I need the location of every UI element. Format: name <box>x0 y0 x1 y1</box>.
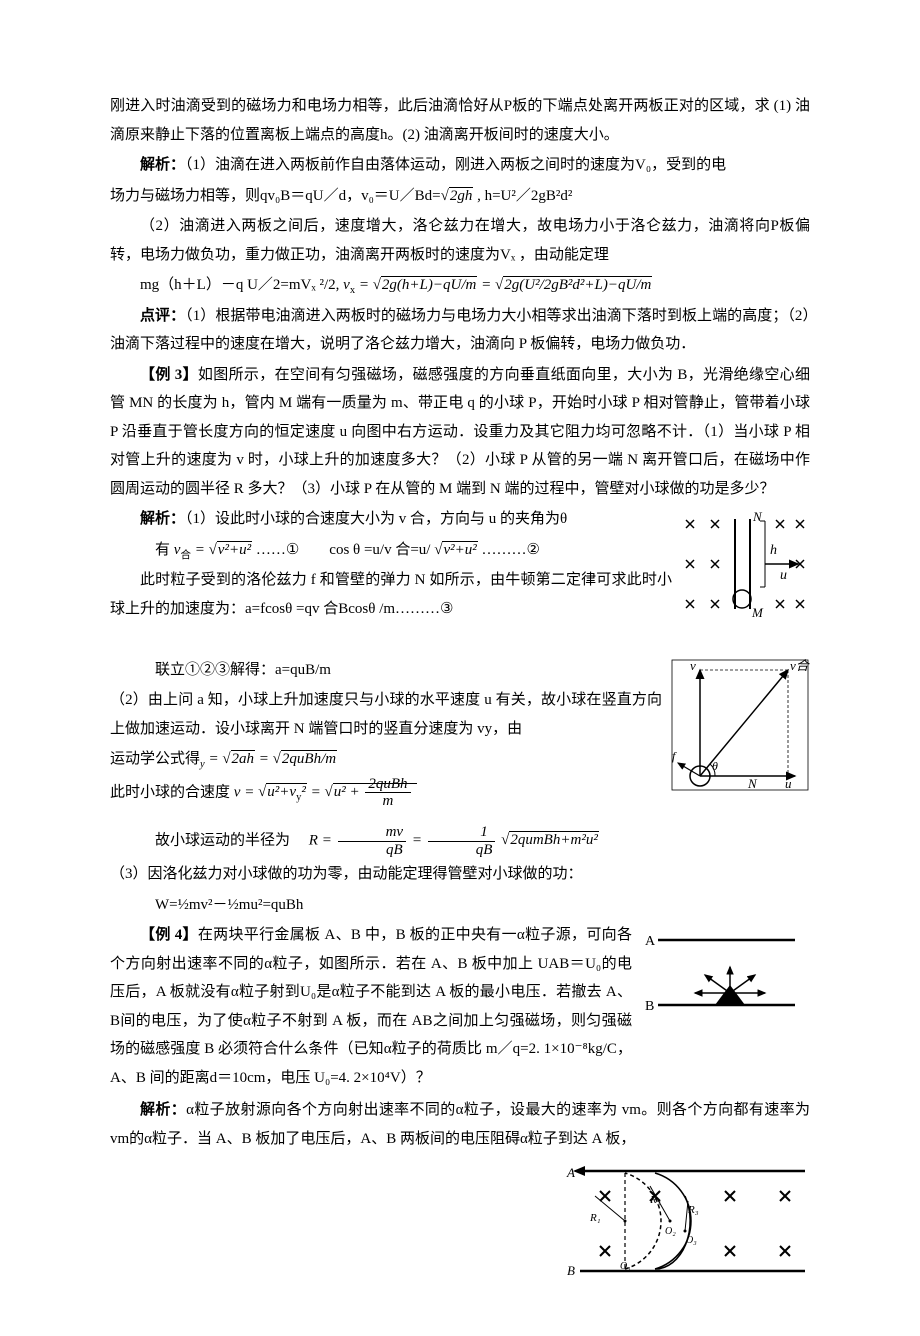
lbl-v: v <box>690 658 696 673</box>
circles-svg: A B R₁ <box>560 1161 810 1281</box>
figure-circles: A B R₁ <box>560 1161 810 1292</box>
lbl-A: A <box>645 934 656 949</box>
jiexi3-3a: W=½mv²－½mu²=quBh <box>110 891 810 920</box>
v-he-formula: v合 = <box>174 542 209 558</box>
jiexi3-label: 解析： <box>140 511 185 527</box>
lbl-B4: B <box>567 1263 575 1278</box>
lbl-B: B <box>645 999 654 1014</box>
figure-velocity: v v合 f θ N u <box>670 658 810 819</box>
velocity-svg: v v合 f θ N u <box>670 658 810 808</box>
lbl-O3: O₃ <box>686 1235 697 1246</box>
sqrt-2qubh: 2quBh/m <box>273 750 337 767</box>
jiexi3-1a-pre: 有 <box>155 542 174 558</box>
intro-para: 刚进入时油滴受到的磁场力和电场力相等，此后油滴恰好从P板的下端点处离开两板正对的… <box>110 92 810 149</box>
plates-svg: A B <box>640 925 810 1025</box>
lbl-R3: R₃ <box>687 1204 699 1216</box>
jiexi3-2a-pre: 运动学公式得 <box>110 751 200 767</box>
lbl-theta: θ <box>712 759 718 773</box>
jiexi1-a: （1）油滴在进入两板前作自由落体运动，刚进入两板之间时的速度为V₀，受到的电 <box>185 157 726 173</box>
sqrt-vx1: 2g(h+L)−qU/m <box>373 276 478 293</box>
lbl-O1: O₁ <box>620 1261 631 1272</box>
tube-svg: N M h u <box>680 509 810 639</box>
page: 刚进入时油滴受到的磁场力和电场力相等，此后油滴恰好从P板的下端点处离开两板正对的… <box>110 92 810 1296</box>
jiexi3-1a-mid: ……① cos θ =u/v 合=u/ <box>252 542 434 558</box>
dianping-label: 点评： <box>140 308 185 324</box>
jiexi3-1: （1）设此时小球的合速度大小为 v 合，方向与 u 的夹角为θ <box>185 511 567 527</box>
dianping-text: （1）根据带电油滴进入两板时的磁场力与电场力大小相等求出油滴下落时到板上端的高度… <box>110 308 810 353</box>
jiexi1-b: 场力与磁场力相等，则qv₀B＝qU／d，v₀＝U／Bd= <box>110 188 441 204</box>
sqrt-u2-frac: u² + 2quBhm <box>324 783 416 800</box>
jiexi1-b-tail: , h=U²／2gB²d² <box>473 188 572 204</box>
jiexi3-2c: 故小球运动的半径为 R = mvqB = 1qB 2qumBh+m²u² <box>110 824 810 858</box>
lbl-O2: O₂ <box>665 1226 676 1237</box>
lbl-A4: A <box>566 1165 575 1180</box>
sqrt-vx2: 2g(U²/2gB²d²+L)−qU/m <box>495 276 652 293</box>
formula-mg: mg（h＋L）－q U／2=mVₓ ²/2, <box>140 277 343 293</box>
sqrt-2ah: 2ah <box>222 750 255 767</box>
label-h: h <box>770 543 777 558</box>
lbl-f: f <box>672 749 677 763</box>
jiexi3-2b-pre: 此时小球的合速度 <box>110 784 234 800</box>
label-N: N <box>752 509 763 524</box>
sqrt-u2vy2: u²+vy² <box>258 783 307 800</box>
jiexi4-text: α粒子放射源向各个方向射出速率不同的α粒子，设最大的速率为 vm。则各个方向都有… <box>110 1102 810 1147</box>
jiexi3-1a-tail: ………② <box>478 542 540 558</box>
lbl-vh: v合 <box>790 658 810 673</box>
jiexi4-label: 解析： <box>140 1102 186 1118</box>
jiexi1-c: （2）油滴进入两板之间后，速度增大，洛仑兹力在增大，故电场力小于洛仑兹力，油滴将… <box>110 212 810 269</box>
sqrt-R: 2qumBh+m²u² <box>501 831 599 848</box>
vx-formula: vx = <box>343 277 373 293</box>
lbl-R1: R₁ <box>589 1212 601 1224</box>
jiexi4-para: 解析：α粒子放射源向各个方向射出速率不同的α粒子，设最大的速率为 vm。则各个方… <box>110 1096 810 1153</box>
frac-1qb: 1qB <box>428 824 496 858</box>
ex4-label: 【例 4】 <box>140 927 198 943</box>
jiexi1-line1: 解析：（1）油滴在进入两板前作自由落体运动，刚进入两板之间时的速度为V₀，受到的… <box>110 151 810 180</box>
sqrt-2gh: 2gh <box>441 187 474 204</box>
lbl-u2: u <box>785 776 792 791</box>
eq-sign: = <box>481 277 495 293</box>
jiexi3-3: （3）因洛化兹力对小球做的功为零，由动能定理得管壁对小球做的功： <box>110 860 810 889</box>
jiexi3-2c-pre: 故小球运动的半径为 <box>155 832 305 848</box>
ex3-para: 【例 3】如图所示，在空间有匀强磁场，磁感强度的方向垂直纸面向里，大小为 B，光… <box>110 361 810 504</box>
frac-mvqb: mvqB <box>338 824 407 858</box>
ex4-text: 在两块平行金属板 A、B 中，B 板的正中央有一α粒子源，可向各个方向射出速率不… <box>110 927 632 1086</box>
figure-tube: N M h u <box>680 509 810 650</box>
lbl-N2: N <box>747 776 758 791</box>
sqrt-v2u2-b: v²+u² <box>434 541 478 558</box>
ex3-text: 如图所示，在空间有匀强磁场，磁感强度的方向垂直纸面向里，大小为 B，光滑绝缘空心… <box>110 367 810 497</box>
figure-plates: A B <box>640 925 810 1036</box>
ex3-label: 【例 3】 <box>140 367 198 383</box>
jiexi1-line2: 场力与磁场力相等，则qv₀B＝qU／d，v₀＝U／Bd=2gh , h=U²／2… <box>110 182 810 211</box>
dianping-para: 点评：（1）根据带电油滴进入两板时的磁场力与电场力大小相等求出油滴下落时到板上端… <box>110 302 810 359</box>
label-u: u <box>780 568 787 583</box>
label-M: M <box>751 605 764 620</box>
formula-mg-line: mg（h＋L）－q U／2=mVₓ ²/2, vx = 2g(h+L)−qU/m… <box>110 271 810 300</box>
sqrt-v2u2-a: v²+u² <box>209 541 253 558</box>
jiexi-label: 解析： <box>140 157 185 173</box>
lbl-R2: R₂ <box>649 1194 661 1206</box>
